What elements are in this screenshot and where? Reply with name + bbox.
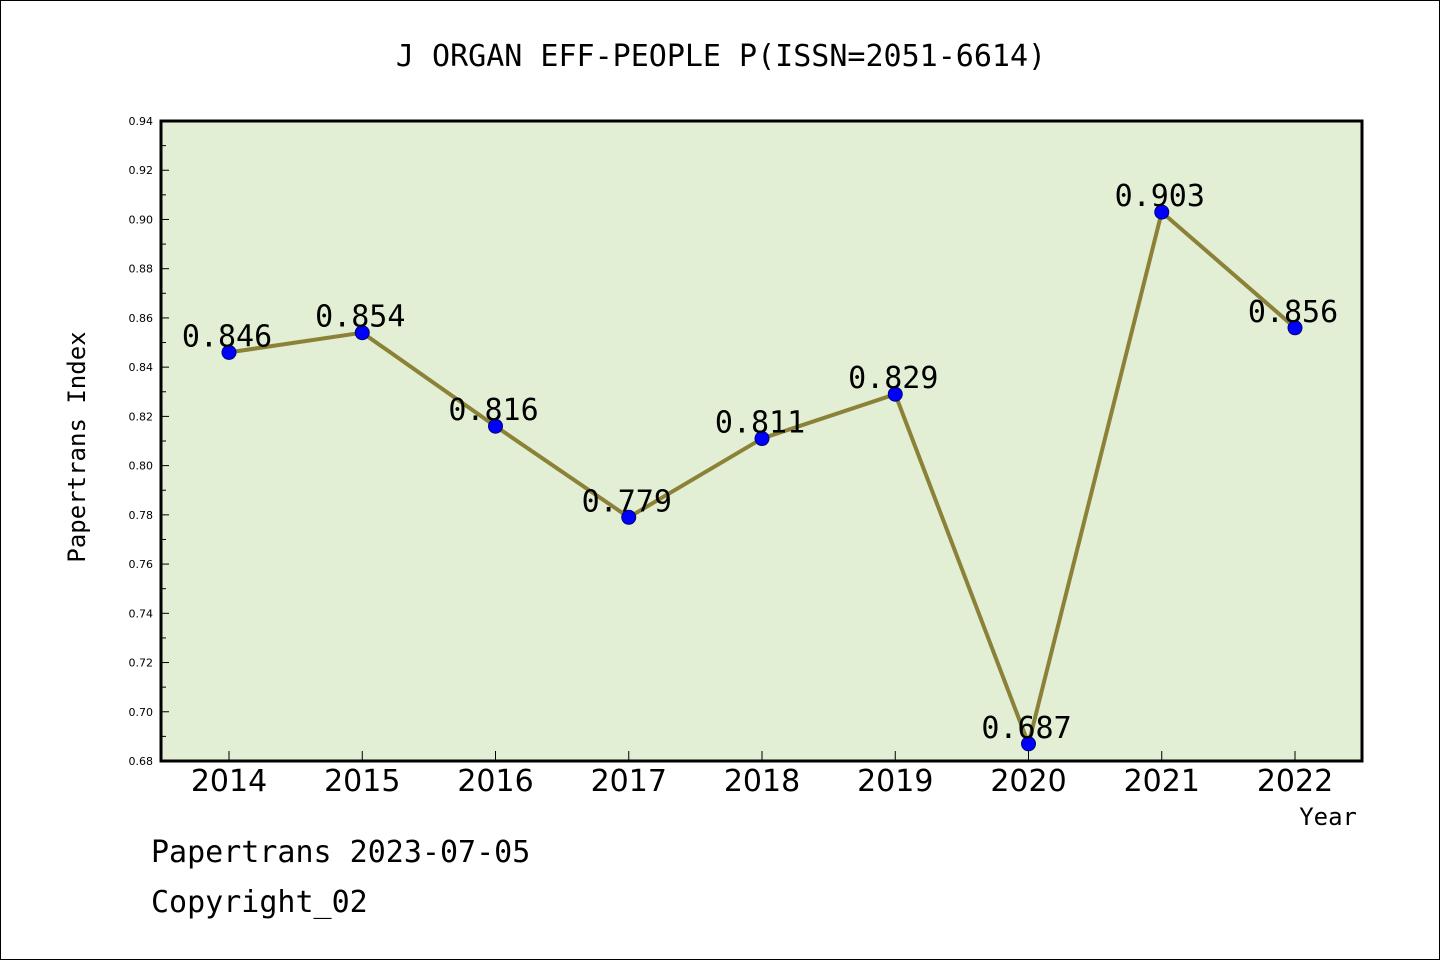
data-point	[754, 431, 770, 447]
y-tick-label: 0.92	[129, 164, 154, 177]
data-point	[1287, 320, 1303, 336]
x-tick-label: 2020	[990, 764, 1066, 799]
footer-copyright: Copyright_02	[151, 885, 368, 920]
data-label: 0.856	[1248, 295, 1338, 330]
data-labels: 0.846 0.854 0.816 0.779 0.811 0.829 0.687 0.903…	[182, 179, 1338, 746]
y-tick-label: 0.86	[129, 312, 154, 325]
data-point	[621, 509, 637, 525]
y-tick-label: 0.90	[129, 213, 154, 226]
x-tick-label: 2015	[324, 764, 400, 799]
data-label: 0.811	[715, 406, 805, 441]
y-tick-label: 0.78	[129, 509, 154, 522]
y-tick-label: 0.82	[129, 410, 154, 423]
x-tick-label: 2014	[191, 764, 267, 799]
y-axis-ticks: 0.68 0.70 0.72 0.74 0.76 0.78 0.80 0.82 0.84 0.86…	[129, 115, 169, 768]
chart-title: J ORGAN EFF-PEOPLE P(ISSN=2051-6614)	[395, 39, 1047, 74]
data-point	[1154, 204, 1170, 220]
data-label: 0.779	[582, 484, 672, 519]
x-axis-ticks: 2014 2015 2016 2017 2018 2019 2020 2021 2022	[191, 751, 1333, 799]
data-label: 0.687	[981, 711, 1071, 746]
data-label: 0.816	[448, 393, 538, 428]
x-tick-label: 2021	[1124, 764, 1200, 799]
y-tick-label: 0.70	[129, 706, 154, 719]
x-axis-label: Year	[1299, 803, 1357, 831]
y-tick-label: 0.88	[129, 263, 154, 276]
y-tick-label: 0.94	[129, 115, 154, 128]
y-tick-label: 0.84	[129, 361, 154, 374]
plot-frame	[159, 119, 1364, 763]
y-tick-label: 0.76	[129, 558, 154, 571]
data-label: 0.846	[182, 319, 272, 354]
data-point	[1021, 736, 1036, 752]
x-tick-label: 2019	[857, 764, 933, 799]
data-point	[354, 325, 370, 341]
data-label: 0.829	[848, 361, 938, 396]
data-markers	[221, 204, 1303, 752]
y-tick-label: 0.74	[129, 607, 154, 620]
footer-date: Papertrans 2023-07-05	[151, 835, 531, 870]
y-tick-label: 0.80	[129, 460, 154, 473]
data-point	[887, 386, 903, 402]
data-point	[488, 418, 503, 434]
x-tick-label: 2017	[591, 764, 667, 799]
data-label: 0.854	[315, 300, 405, 335]
y-tick-label: 0.68	[129, 755, 154, 768]
x-tick-label: 2018	[724, 764, 800, 799]
data-point	[221, 344, 237, 360]
data-label: 0.903	[1115, 179, 1205, 214]
x-tick-label: 2016	[457, 764, 533, 799]
x-tick-label: 2022	[1257, 764, 1333, 799]
y-tick-label: 0.72	[129, 657, 154, 670]
